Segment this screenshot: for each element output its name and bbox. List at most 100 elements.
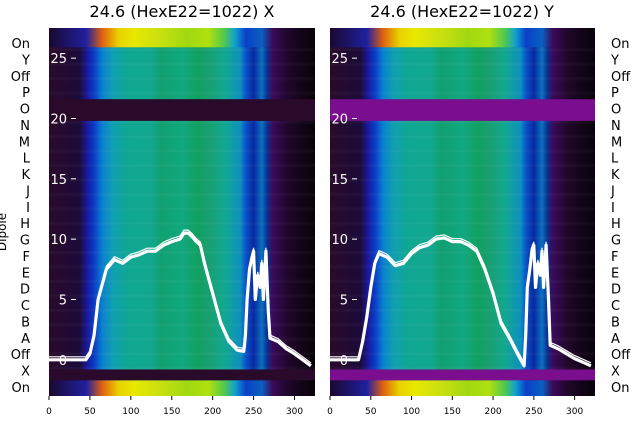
- heatmap-row-shade: [49, 89, 315, 97]
- y-tick-label: 0: [59, 354, 67, 369]
- x-tick-label: 150: [444, 407, 461, 417]
- heatmap-row-shade: [49, 364, 315, 372]
- y-tick-label: 10: [50, 233, 67, 248]
- dipole-label: J: [610, 184, 615, 199]
- dipole-label: P: [22, 86, 30, 101]
- heatmap-row-shade: [49, 60, 315, 68]
- x-tick-label: 300: [286, 407, 303, 417]
- dipole-label: Off: [611, 70, 631, 85]
- off-band: [330, 369, 595, 381]
- dipole-label: X: [21, 365, 30, 380]
- x-tick-label: 250: [525, 407, 542, 417]
- x-tick-label: 250: [245, 407, 262, 417]
- heatmap-bottom-band: [330, 380, 595, 396]
- y-tick-label: 25: [331, 52, 348, 67]
- dipole-label: D: [20, 283, 30, 298]
- heatmap-row-shade: [49, 161, 315, 170]
- dipole-label: G: [20, 234, 30, 249]
- heatmap-row-shade: [49, 248, 315, 257]
- heatmap-row-shade: [49, 190, 315, 199]
- y-tick-label: 15: [331, 173, 348, 188]
- dipole-label: I: [611, 201, 615, 216]
- y-tick-label: 15: [50, 173, 67, 188]
- y-tick-label: 20: [331, 112, 348, 127]
- dipole-label: N: [20, 119, 30, 134]
- heatmap-row-shade: [330, 147, 595, 155]
- x-tick-label: 50: [365, 407, 377, 417]
- dipole-label: H: [611, 217, 621, 232]
- heatmap-row-shade: [330, 118, 595, 126]
- dipole-label: I: [26, 201, 30, 216]
- off-band: [330, 99, 595, 121]
- dipole-label: E: [22, 266, 30, 281]
- dipole-label: G: [611, 234, 621, 249]
- heatmap-row-shade: [330, 321, 595, 329]
- heatmap-row-shade: [330, 335, 595, 343]
- dipole-label: E: [611, 266, 619, 281]
- x-tick-label: 200: [484, 407, 501, 417]
- heatmap-row-shade: [49, 335, 315, 343]
- heatmap-row-shade: [330, 364, 595, 372]
- heatmap-top-band: [330, 28, 595, 48]
- heatmap-row-shade: [49, 277, 315, 285]
- x-tick-label: 50: [84, 407, 96, 417]
- dipole-label: O: [611, 103, 621, 118]
- heatmap-row-shade: [49, 147, 315, 155]
- heatmap-row-shade: [330, 277, 595, 285]
- dipole-label: Y: [610, 53, 619, 68]
- heatmap-row-shade: [330, 132, 595, 141]
- dipole-label: O: [20, 103, 30, 118]
- heatmap-row-shade: [49, 350, 315, 358]
- dipole-label: Off: [11, 70, 31, 85]
- heatmap-row-shade: [49, 306, 315, 314]
- dipole-label: On: [12, 37, 30, 52]
- dipole-label: P: [611, 86, 619, 101]
- heatmap-row-shade: [330, 161, 595, 170]
- y-tick-label: 5: [59, 293, 67, 308]
- heatmap-row-shade: [49, 205, 315, 213]
- dipole-label: K: [611, 168, 620, 183]
- heatmap-row-shade: [330, 75, 595, 83]
- overlay-trace-secondary: [330, 234, 592, 364]
- x-tick-label: 300: [566, 407, 583, 417]
- overlay-trace-secondary: [49, 229, 312, 364]
- dipole-label: On: [611, 37, 629, 52]
- x-tick-label: 0: [46, 407, 52, 417]
- heatmap-row-shade: [49, 292, 315, 300]
- dipole-label: N: [611, 119, 621, 134]
- dipole-label: C: [611, 299, 620, 314]
- off-band: [49, 369, 315, 381]
- dipole-label: A: [611, 332, 620, 347]
- dipole-label: On: [611, 381, 629, 396]
- heatmap-row-shade: [330, 248, 595, 257]
- dipole-label: Off: [611, 348, 631, 363]
- heatmap-row-shade: [330, 234, 595, 242]
- dipole-label: H: [20, 217, 30, 232]
- heatmap-row-shade: [330, 190, 595, 199]
- dipole-label: Y: [21, 53, 30, 68]
- y-tick-label: 0: [340, 354, 348, 369]
- y-tick-label: 20: [50, 112, 67, 127]
- dipole-label: A: [21, 332, 30, 347]
- heatmap-row-shade: [49, 219, 315, 228]
- heatmap-row-shade: [49, 75, 315, 83]
- heatmap-row-shade: [330, 263, 595, 271]
- heatmap-row-shade: [330, 205, 595, 213]
- y-tick-label: 5: [340, 293, 348, 308]
- dipole-label: B: [611, 315, 620, 330]
- heatmap-row-shade: [49, 321, 315, 329]
- heatmap-bottom-band: [49, 380, 315, 396]
- dipole-label: Off: [11, 348, 31, 363]
- dipole-label: F: [611, 250, 618, 265]
- heatmap-row-shade: [330, 176, 595, 184]
- y-tick-label: 25: [50, 52, 67, 67]
- x-tick-label: 100: [403, 407, 420, 417]
- x-tick-label: 100: [122, 407, 139, 417]
- heatmap-row-shade: [49, 118, 315, 126]
- x-tick-label: 150: [163, 407, 180, 417]
- heatmap-row-shade: [330, 350, 595, 358]
